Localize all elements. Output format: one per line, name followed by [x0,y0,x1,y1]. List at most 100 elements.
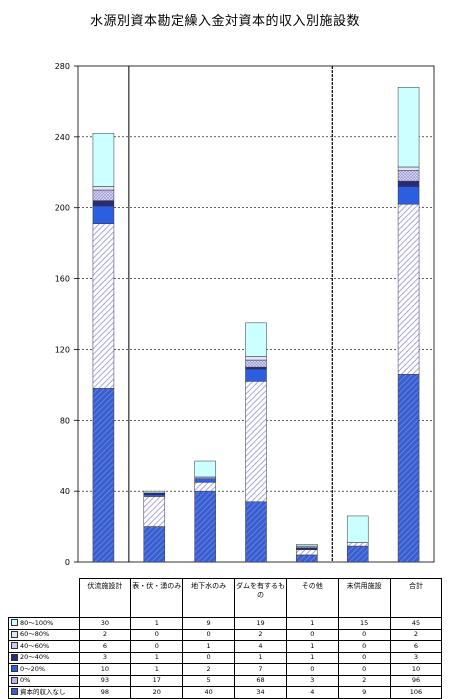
table-cell: 0 [130,628,184,641]
legend-entry: 20〜40% [8,651,80,664]
bar-segment [397,186,420,205]
table-row: 0〜20% 10 1 2 7 0 0 10 [8,663,443,676]
legend-label: 0〜20% [20,664,46,673]
table-cell: 3 [78,651,132,664]
bar-segment [296,544,318,547]
table-cell: 34 [234,686,287,699]
bar-segment [143,490,166,494]
table-cell: 1 [234,651,287,664]
category-label: 合計 [389,578,443,618]
legend-entry: 0% [8,674,80,687]
table-cell: 2 [78,628,132,641]
bar-segment [397,180,420,187]
table-cell: 0 [337,640,391,653]
y-tick-label: 200 [55,204,70,213]
bar-segment [92,133,115,187]
table-cell: 17 [130,674,184,687]
table-cell: 7 [234,663,287,676]
table-cell: 1 [130,663,184,676]
y-tick-label: 160 [55,275,70,284]
legend-label: 80〜100% [20,618,54,627]
table-cell: 0 [337,651,391,664]
legend-swatch [11,653,18,661]
legend-swatch [11,642,18,650]
table-row: 0% 93 17 5 68 3 2 96 [8,674,443,687]
table-header-row: 伏流施設計 表・伏・湧のみ 地下水のみ ダムを有するもの その他 未供用施設 合計 [9,578,443,618]
table-cell: 0 [285,663,339,676]
bar-segment [245,356,267,361]
table-cell: 10 [78,663,132,676]
category-label: 地下水のみ [182,578,236,618]
bar-segment [245,322,267,357]
y-tick-label: 240 [55,133,70,142]
table-row: 40〜60% 6 0 1 4 1 0 6 [8,640,443,653]
table-cell: 9 [182,617,236,630]
legend-label: 0% [20,676,31,685]
legend-swatch [11,688,18,696]
bar-segment [397,373,420,563]
legend-entry: 60〜80% [8,628,80,641]
legend-entry: 40〜60% [8,640,80,653]
table-cell: 0 [130,640,184,653]
table-cell: 98 [78,686,132,699]
category-label: 伏流施設計 [78,578,132,618]
table-cell: 0 [337,628,391,641]
bar-segment [92,388,115,563]
bar-segment [245,359,267,368]
legend-label: 40〜60% [20,641,50,650]
bar-segment [296,547,318,550]
bar-segment [194,476,216,479]
bar-segment [92,200,115,207]
legend-label: 20〜40% [20,653,50,662]
table-cell: 9 [337,686,391,699]
category-label: 未供用施設 [337,578,391,618]
bar-segment [143,496,166,527]
table-row: 80〜100% 30 1 9 19 1 15 45 [8,617,443,630]
table-row: 資本的収入なし 98 20 40 34 4 9 106 [8,686,443,699]
table-cell: 93 [78,674,132,687]
table-cell: 19 [234,617,287,630]
table-cell: 2 [182,663,236,676]
bar-segment [346,542,369,547]
bar-segment [92,189,115,201]
y-tick-label: 0 [65,558,70,567]
bar-segment [143,526,166,563]
legend-label: 資本的収入なし [20,687,66,696]
bar-segment [194,482,216,492]
legend-label: 60〜80% [20,630,50,639]
bar-segment [397,170,420,182]
table-cell: 1 [182,640,236,653]
bar-segment [346,515,369,543]
table-cell: 6 [389,640,443,653]
bar-segment [143,494,166,497]
table-cell: 2 [337,674,391,687]
bar-segment [194,490,216,563]
table-cell: 0 [285,628,339,641]
table-cell: 4 [285,686,339,699]
table-cell: 1 [285,617,339,630]
table-cell: 0 [337,663,391,676]
legend-swatch [11,676,18,684]
table-row: 20〜40% 3 1 0 1 1 0 3 [8,651,443,664]
table-cell: 0 [182,651,236,664]
bar-segment [245,366,267,370]
bar-segment [194,460,216,478]
table-cell: 1 [130,651,184,664]
y-tick-label: 40 [60,487,70,496]
bar-segment [194,478,216,483]
y-tick-label: 280 [55,62,70,71]
table-cell: 0 [182,628,236,641]
y-tick-label: 120 [55,345,70,354]
table-cell: 5 [182,674,236,687]
legend-swatch [11,665,18,673]
legend-entry: 資本的収入なし [8,686,80,699]
plot-area: 0 40 80 120 160 200 240 280 [55,62,435,567]
table-cell: 20 [130,686,184,699]
table-cell: 68 [234,674,287,687]
bar-segment [346,545,369,563]
category-label: 表・伏・湧のみ [130,578,184,618]
table-cell: 15 [337,617,391,630]
bar-segment [245,381,267,503]
category-label: ダムを有するもの [234,578,287,618]
bar-segment [296,545,318,549]
